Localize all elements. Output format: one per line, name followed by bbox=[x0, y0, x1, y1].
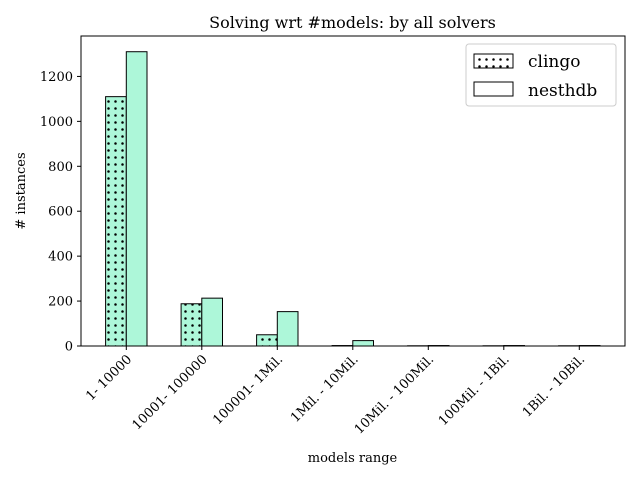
legend-label-clingo: clingo bbox=[528, 52, 580, 72]
bar-nesthdb-1 bbox=[201, 297, 224, 347]
bar-nesthdb-2 bbox=[276, 311, 299, 347]
x-axis-label: models range bbox=[308, 451, 398, 466]
y-axis: 0 200 400 600 800 1000 1200 bbox=[40, 70, 81, 355]
legend-swatch-nesthdb bbox=[473, 81, 514, 97]
y-tick-label: 200 bbox=[48, 295, 73, 310]
x-tick-label: 100Mil. - 1Bil. bbox=[436, 352, 513, 429]
x-tick-label: 1- 10000 bbox=[83, 352, 135, 404]
x-tick-label: 100001- 1Mil. bbox=[210, 352, 286, 428]
legend-swatch-clingo bbox=[473, 53, 514, 69]
y-tick-label: 800 bbox=[48, 160, 73, 175]
bar-nesthdb-0 bbox=[125, 51, 148, 347]
x-tick-label: 10Mil. - 100Mil. bbox=[352, 352, 437, 437]
x-tick-label: 10001- 100000 bbox=[130, 352, 211, 433]
x-tick-label: 1Bil. - 10Bil. bbox=[520, 352, 588, 420]
y-tick-label: 0 bbox=[65, 340, 73, 355]
chart-title: Solving wrt #models: by all solvers bbox=[209, 13, 496, 32]
bar-nesthdb-3 bbox=[352, 340, 374, 347]
bars-layer bbox=[105, 51, 601, 347]
y-tick-label: 1200 bbox=[40, 70, 73, 85]
x-tick-label: 1Mil. - 10Mil. bbox=[288, 352, 362, 426]
y-tick-label: 1000 bbox=[40, 115, 73, 130]
bar-clingo-0 bbox=[105, 96, 127, 347]
legend: clingo nesthdb bbox=[465, 43, 617, 107]
bar-clingo-2 bbox=[256, 334, 278, 347]
y-tick-label: 400 bbox=[48, 250, 73, 265]
y-tick-label: 600 bbox=[48, 205, 73, 220]
legend-label-nesthdb: nesthdb bbox=[528, 81, 597, 101]
y-axis-label: # instances bbox=[14, 152, 29, 229]
bar-clingo-1 bbox=[180, 303, 203, 347]
